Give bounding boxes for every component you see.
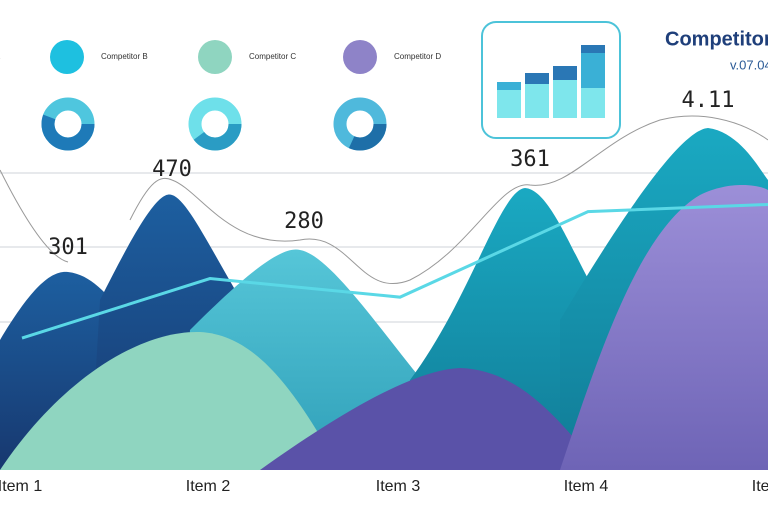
x-tick-label: Item 3 <box>376 478 421 495</box>
x-tick-label: Item 4 <box>564 478 609 495</box>
peak-label: 470 <box>152 157 192 182</box>
peak-label: 301 <box>48 235 88 260</box>
mini-bar <box>553 80 577 118</box>
x-tick-label: Item 2 <box>186 478 231 495</box>
x-axis: Item 1 Item 2 Item 3 Item 4 Item 5 <box>0 478 768 495</box>
peak-label: 280 <box>284 209 324 234</box>
subtitle: v.07.04 <box>730 57 768 72</box>
peak-label: 4.11 <box>682 88 735 113</box>
series-line <box>21 202 768 340</box>
legend-swatch <box>343 40 377 74</box>
peak-label: 361 <box>510 147 550 172</box>
mini-chart <box>481 21 621 139</box>
x-tick-label: Item 1 <box>0 478 42 495</box>
mountain <box>0 331 340 470</box>
legend-label: Competitor A <box>0 52 1 61</box>
mini-bar <box>497 90 521 118</box>
x-tick-label: Item 5 <box>752 478 768 495</box>
donuts <box>41 97 387 151</box>
legend-label: Competitor C <box>249 52 296 61</box>
mountain <box>260 368 600 470</box>
donut <box>333 97 387 151</box>
mountain <box>560 185 768 470</box>
mini-bar <box>525 73 549 84</box>
legend-label: Competitor B <box>101 52 148 61</box>
mini-bar <box>525 84 549 118</box>
legend: Competitor A Competitor B Competitor C Comp… <box>0 40 441 74</box>
mini-bar <box>553 66 577 80</box>
legend-swatch <box>198 40 232 74</box>
legend-swatch <box>50 40 84 74</box>
donut <box>41 97 95 151</box>
outline <box>0 115 768 285</box>
peak-labels: 301 470 280 361 4.11 <box>48 88 734 260</box>
title: Competitor <box>665 28 768 50</box>
mini-bar <box>581 53 605 88</box>
mountains <box>0 115 768 470</box>
mini-bar <box>581 88 605 118</box>
legend-label: Competitor D <box>394 52 441 61</box>
mini-bar <box>497 82 521 90</box>
mini-bar <box>581 45 605 53</box>
donut <box>188 97 242 151</box>
